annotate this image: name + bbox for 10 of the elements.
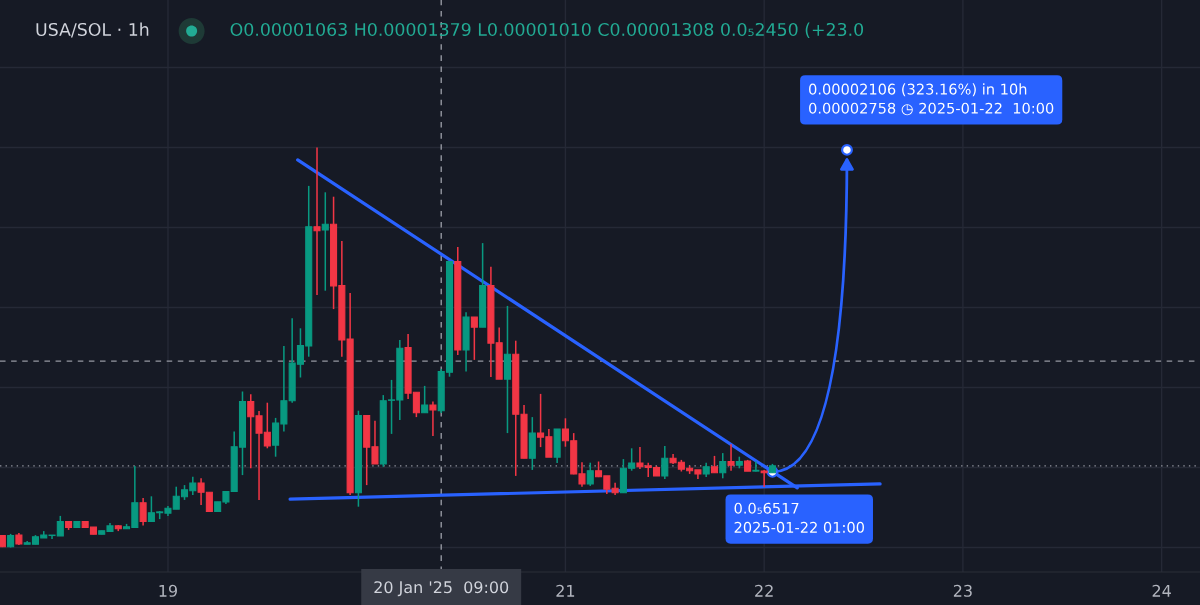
chart-subtitle: O0.00001063 H0.00001379 L0.00001010 C0.00001308 0.0₅2450 (+23.0: [230, 22, 864, 39]
x-tick-label: 21: [556, 584, 575, 597]
annotation: 0.00002106 (323.16%) in 10h 0.00002758 ◷ 2025-01-22 10:00: [809, 83, 1054, 116]
chart-title: USA/SOL · 1h: [36, 22, 149, 38]
x-tick-label: 23: [953, 584, 972, 597]
ref-line-label: 20 Jan '25 09:00: [374, 581, 509, 597]
x-tick-label: 22: [755, 584, 773, 597]
annotation: 0.0₅6517 2025-01-22 01:00: [734, 502, 864, 533]
x-tick-label: 19: [159, 584, 177, 597]
x-tick-label: 24: [1152, 584, 1171, 597]
